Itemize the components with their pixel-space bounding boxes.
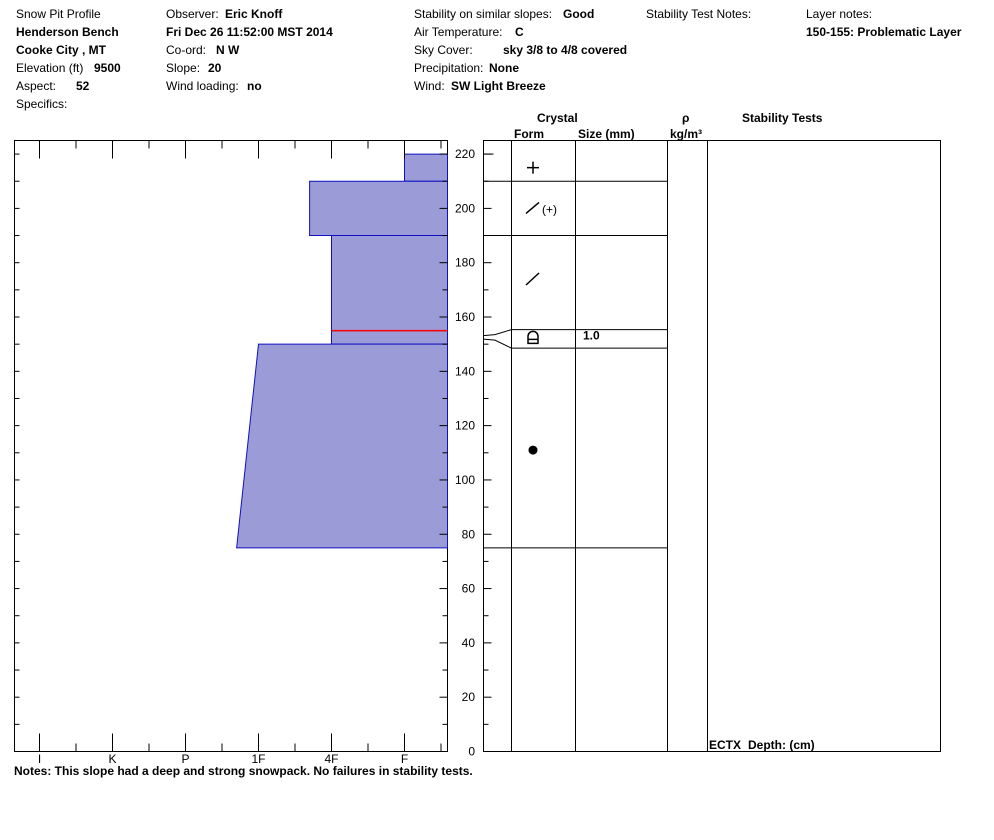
hardness-label-1F: 1F <box>251 752 265 766</box>
aspect-value: 52 <box>76 79 90 93</box>
specifics-label: Specifics: <box>16 97 68 111</box>
wind-value: SW Light Breeze <box>451 79 546 93</box>
hardness-label-4F: 4F <box>324 752 338 766</box>
density-unit-header: kg/m³ <box>670 127 702 141</box>
depth-tick-label: 160 <box>455 310 475 324</box>
hardness-label-K: K <box>108 752 116 766</box>
crystal-forms: (+) 1.0 <box>525 161 600 455</box>
air-temp-label: Air Temperature: <box>414 25 503 39</box>
location-name: Henderson Bench <box>16 25 119 39</box>
depth-tick-label: 60 <box>462 582 476 596</box>
aspect-label: Aspect: <box>16 79 57 93</box>
hardness-bar-2 <box>331 235 448 332</box>
depth-tick-label: 220 <box>455 147 475 161</box>
depth-tick-label: 20 <box>462 690 476 704</box>
air-temp-value: C <box>515 25 524 39</box>
crystal-size-value: 1.0 <box>583 328 600 342</box>
sky-cover-label: Sky Cover: <box>414 43 473 57</box>
hardness-layers <box>236 153 448 549</box>
coord-value: N W <box>216 43 240 57</box>
layer-notes-label: Layer notes: <box>806 7 873 21</box>
hardness-label-P: P <box>181 752 189 766</box>
form-header: Form <box>514 127 544 141</box>
observer-value: Eric Knoff <box>225 7 283 21</box>
weak-layer-bottom-connector <box>483 338 512 349</box>
stability-value: Good <box>563 7 595 21</box>
slope-value: 20 <box>208 61 222 75</box>
stability-test-result: ECTX <box>709 738 741 752</box>
coord-label: Co-ord: <box>166 43 207 57</box>
crystal-paren-plus-icon: (+) <box>542 202 557 216</box>
stability-label: Stability on similar slopes: <box>414 7 553 21</box>
wind-label: Wind: <box>414 79 445 93</box>
wind-loading-label: Wind loading: <box>166 79 239 93</box>
hardness-label-I: I <box>38 752 41 766</box>
density-rho-header: ρ <box>682 111 689 125</box>
profile-title: Snow Pit Profile <box>16 7 101 21</box>
elevation-value: 9500 <box>94 61 121 75</box>
depth-axis: 0 20 40 60 80 100 120 140 160 180 200 220 <box>455 147 494 759</box>
bottom-hardness-ticks <box>39 733 442 752</box>
layer-notes-value: 150-155: Problematic Layer <box>806 25 962 39</box>
depth-tick-label: 180 <box>455 256 475 270</box>
hardness-bar-3 <box>331 330 448 345</box>
depth-tick-label: 0 <box>468 745 475 759</box>
elevation-label: Elevation (ft) <box>16 61 84 75</box>
top-hardness-ticks <box>39 140 442 159</box>
depth-tick-label: 80 <box>462 527 476 541</box>
observation-datetime: Fri Dec 26 11:52:00 MST 2014 <box>166 25 333 39</box>
precip-label: Precipitation: <box>414 61 484 75</box>
layer-table-rows <box>483 180 668 549</box>
crystal-slash-icon-2 <box>525 272 540 286</box>
slope-label: Slope: <box>166 61 201 75</box>
hardness-scale-labels: I K P 1F 4F F <box>38 752 408 766</box>
left-depth-ticks <box>14 153 448 752</box>
hardness-bar-1 <box>309 180 448 237</box>
rounded-grain-icon <box>528 445 538 455</box>
hardness-bar-0 <box>404 153 448 182</box>
crystal-header: Crystal <box>537 111 578 125</box>
hardness-bar-4 <box>236 343 448 549</box>
sky-cover-value: sky 3/8 to 4/8 covered <box>503 43 628 57</box>
depth-tick-label: 200 <box>455 201 475 215</box>
hardness-label-F: F <box>401 752 408 766</box>
stability-notes-label: Stability Test Notes: <box>646 7 752 21</box>
city-state: Cooke City , MT <box>16 43 107 57</box>
precip-value: None <box>489 61 519 75</box>
depth-tick-label: 120 <box>455 419 475 433</box>
surface-hoar-icon <box>527 330 539 345</box>
depth-unit-label: Depth: (cm) <box>748 738 815 752</box>
depth-tick-label: 140 <box>455 364 475 378</box>
depth-tick-label: 100 <box>455 473 475 487</box>
weak-layer-top-connector <box>483 329 512 337</box>
layer-table-frame <box>483 140 941 752</box>
stability-tests-header: Stability Tests <box>742 111 823 125</box>
observer-label: Observer: <box>166 7 219 21</box>
profile-notes: Notes: This slope had a deep and strong … <box>14 764 473 778</box>
wind-loading-value: no <box>247 79 262 93</box>
depth-tick-label: 40 <box>462 636 476 650</box>
size-header: Size (mm) <box>578 127 635 141</box>
crystal-slash-icon <box>525 201 540 214</box>
